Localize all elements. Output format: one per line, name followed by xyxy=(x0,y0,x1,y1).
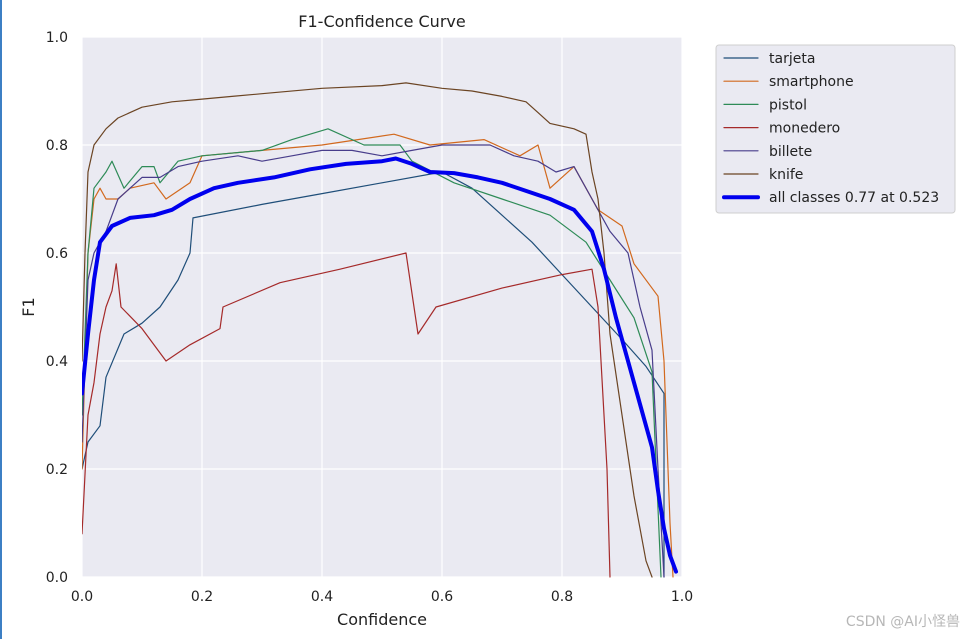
x-tick-label: 0.6 xyxy=(431,589,453,605)
x-tick-label: 0.2 xyxy=(191,589,213,605)
series-line-1 xyxy=(82,133,674,578)
legend-label-1: smartphone xyxy=(769,74,854,90)
y-tick-label: 0.6 xyxy=(46,246,68,262)
legend-label-2: pistol xyxy=(769,97,807,113)
legend: tarjeta smartphone pistol monedero billete kn… xyxy=(715,44,956,214)
y-axis-ticks: 0.0 0.2 0.4 0.6 0.8 1.0 xyxy=(46,30,68,586)
series-layer xyxy=(82,82,678,578)
legend-label-6: all classes 0.77 at 0.523 xyxy=(769,190,939,206)
series-line-5 xyxy=(82,82,653,578)
x-tick-label: 0.4 xyxy=(311,589,333,605)
y-tick-label: 0.0 xyxy=(46,570,68,586)
watermark: CSDN @AI小怪兽 xyxy=(845,614,960,630)
x-axis-label: Confidence xyxy=(337,610,427,629)
y-tick-label: 0.4 xyxy=(46,354,68,370)
y-tick-label: 1.0 xyxy=(46,30,68,46)
y-tick-label: 0.2 xyxy=(46,462,68,478)
chart-title: F1-Confidence Curve xyxy=(298,12,465,31)
legend-box xyxy=(715,44,956,214)
series-line-4 xyxy=(82,144,665,578)
series-line-6 xyxy=(82,156,678,574)
window-left-border xyxy=(0,0,2,639)
legend-label-0: tarjeta xyxy=(769,51,815,67)
x-tick-label: 1.0 xyxy=(671,589,693,605)
plot-background xyxy=(82,37,682,577)
legend-label-5: knife xyxy=(769,167,803,183)
series-line-2 xyxy=(82,128,662,578)
series-line-3 xyxy=(82,252,611,578)
x-tick-label: 0.8 xyxy=(551,589,573,605)
y-tick-label: 0.8 xyxy=(46,138,68,154)
y-axis-label: F1 xyxy=(19,297,38,316)
x-axis-ticks: 0.0 0.2 0.4 0.6 0.8 1.0 xyxy=(71,589,693,605)
x-tick-label: 0.0 xyxy=(71,589,93,605)
legend-label-3: monedero xyxy=(769,121,840,137)
legend-label-4: billete xyxy=(769,144,812,160)
series-line-0 xyxy=(82,171,665,578)
